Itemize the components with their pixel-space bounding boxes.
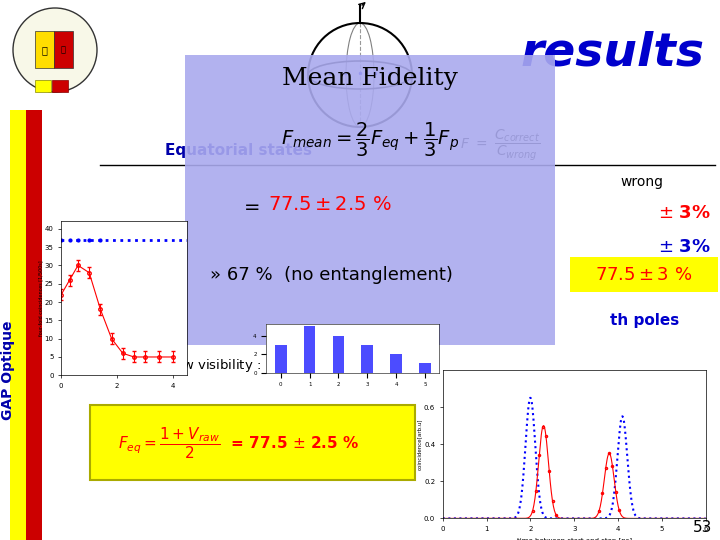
Bar: [35, 80, 51, 92]
Bar: [419, 363, 431, 373]
Text: $77.5 \pm 3\ \%$: $77.5 \pm 3\ \%$: [595, 266, 693, 284]
Text: $\pm\ \mathbf{3\%}$: $\pm\ \mathbf{3\%}$: [658, 204, 711, 222]
Bar: [275, 345, 287, 373]
Text: $F_{eq}=\dfrac{1+V_{raw}}{2}$  = 77.5 $\pm$ 2.5 %: $F_{eq}=\dfrac{1+V_{raw}}{2}$ = 77.5 $\p…: [118, 426, 359, 461]
Bar: [35, 31, 54, 68]
Text: th poles: th poles: [610, 313, 679, 327]
Text: results: results: [521, 30, 705, 75]
Y-axis label: four-fold coincidences [1/500s]: four-fold coincidences [1/500s]: [38, 260, 43, 336]
Bar: [10, 110, 26, 540]
Text: Mean Fidelity: Mean Fidelity: [282, 66, 458, 90]
Text: GAP Optique: GAP Optique: [1, 321, 15, 420]
Bar: [304, 326, 315, 373]
Text: 53: 53: [693, 520, 712, 535]
Y-axis label: coincidence[arb.u]: coincidence[arb.u]: [418, 418, 423, 470]
Bar: [361, 345, 373, 373]
Text: wrong: wrong: [620, 175, 663, 189]
Text: Raw visibility :  $V_{raw}$= 55 $\pm$ 5 %: Raw visibility : $V_{raw}$= 55 $\pm$ 5 %: [165, 356, 374, 374]
Text: Equatorial states: Equatorial states: [165, 143, 312, 158]
Text: 🔑: 🔑: [60, 45, 66, 55]
Bar: [90, 405, 415, 480]
Text: $\pm\ \mathbf{3\%}$: $\pm\ \mathbf{3\%}$: [658, 238, 711, 256]
Text: $77.5 \pm 2.5\ \%$: $77.5 \pm 2.5\ \%$: [268, 195, 392, 214]
Text: $F_{mean} = \dfrac{2}{3}F_{eq} + \dfrac{1}{3}F_p$: $F_{mean} = \dfrac{2}{3}F_{eq} + \dfrac{…: [281, 121, 459, 159]
Circle shape: [13, 8, 97, 92]
X-axis label: time between start and stop [ns]: time between start and stop [ns]: [517, 538, 631, 540]
Bar: [333, 335, 344, 373]
Bar: [185, 55, 555, 345]
Bar: [52, 80, 68, 92]
Text: » 67 %  (no entanglement): » 67 % (no entanglement): [210, 266, 453, 284]
Bar: [390, 354, 402, 373]
Text: $=$: $=$: [240, 195, 260, 214]
Bar: [26, 110, 42, 540]
Text: $F \ = \ \dfrac{C_{correct}}{C_{wrong}}$: $F \ = \ \dfrac{C_{correct}}{C_{wrong}}$: [460, 127, 541, 163]
Bar: [570, 257, 718, 292]
Bar: [54, 31, 73, 68]
Text: 🦅: 🦅: [41, 45, 47, 55]
